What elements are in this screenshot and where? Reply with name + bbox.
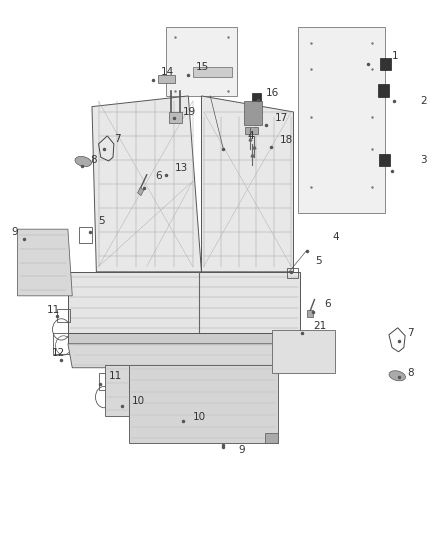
Polygon shape bbox=[298, 27, 385, 213]
Text: 9: 9 bbox=[239, 446, 245, 455]
Polygon shape bbox=[252, 93, 261, 102]
Text: 6: 6 bbox=[324, 299, 331, 309]
Text: 14: 14 bbox=[161, 67, 174, 77]
Polygon shape bbox=[272, 330, 335, 373]
Text: 12: 12 bbox=[52, 348, 65, 358]
Polygon shape bbox=[18, 229, 72, 296]
Polygon shape bbox=[68, 344, 300, 368]
Text: 11: 11 bbox=[47, 305, 60, 315]
Polygon shape bbox=[378, 84, 389, 97]
Text: 8: 8 bbox=[407, 368, 414, 378]
Polygon shape bbox=[379, 154, 390, 166]
Polygon shape bbox=[380, 58, 391, 70]
Polygon shape bbox=[166, 27, 237, 96]
Text: 5: 5 bbox=[99, 216, 105, 226]
Text: 16: 16 bbox=[266, 88, 279, 98]
Text: 19: 19 bbox=[183, 107, 196, 117]
Text: 21: 21 bbox=[313, 321, 326, 331]
Text: 10: 10 bbox=[131, 396, 145, 406]
Text: 7: 7 bbox=[114, 134, 120, 143]
Text: 3: 3 bbox=[420, 155, 427, 165]
Polygon shape bbox=[193, 67, 232, 77]
Polygon shape bbox=[105, 365, 129, 416]
Text: 5: 5 bbox=[315, 256, 322, 266]
Circle shape bbox=[159, 165, 170, 178]
Text: 4: 4 bbox=[247, 131, 254, 141]
Polygon shape bbox=[265, 433, 278, 443]
Ellipse shape bbox=[75, 157, 92, 166]
Polygon shape bbox=[307, 310, 313, 317]
Text: 4: 4 bbox=[333, 232, 339, 242]
Polygon shape bbox=[138, 188, 144, 196]
Polygon shape bbox=[158, 75, 175, 83]
Text: 10: 10 bbox=[193, 412, 206, 422]
Polygon shape bbox=[244, 101, 262, 125]
Polygon shape bbox=[201, 96, 293, 272]
Polygon shape bbox=[68, 272, 300, 333]
Text: 17: 17 bbox=[275, 114, 288, 123]
Text: 9: 9 bbox=[11, 227, 18, 237]
Text: 18: 18 bbox=[279, 135, 293, 144]
Polygon shape bbox=[169, 112, 182, 123]
Text: 15: 15 bbox=[196, 62, 209, 71]
Text: 6: 6 bbox=[155, 171, 162, 181]
Polygon shape bbox=[92, 96, 201, 272]
Text: 11: 11 bbox=[109, 371, 122, 381]
Polygon shape bbox=[68, 333, 300, 344]
Text: 1: 1 bbox=[392, 51, 399, 61]
Text: 2: 2 bbox=[420, 96, 427, 106]
Text: 13: 13 bbox=[175, 163, 188, 173]
Ellipse shape bbox=[389, 371, 406, 381]
Polygon shape bbox=[245, 127, 258, 134]
Text: 7: 7 bbox=[407, 328, 414, 338]
Text: 8: 8 bbox=[90, 155, 96, 165]
Polygon shape bbox=[129, 365, 278, 443]
